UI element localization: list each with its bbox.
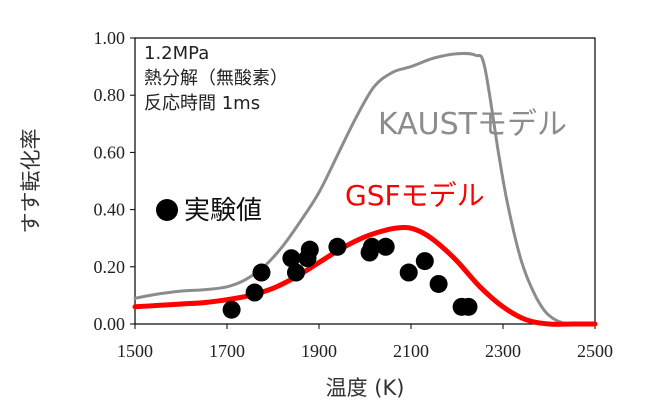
condition-pyrolysis: 熱分解（無酸素） [144,68,288,89]
legend-kaust-model: KAUSTモデル [378,107,567,142]
x-axis-ticks: 1500 1700 1900 2100 2300 2500 [117,324,613,361]
x-tick-label: 2500 [577,341,613,361]
experimental-point [362,237,381,256]
y-tick-label: 0.80 [94,85,126,105]
y-tick-label: 0.20 [94,257,126,277]
condition-reaction-time: 反応時間 1ms [144,93,260,114]
x-tick-label: 2300 [485,341,521,361]
legend-experimental: 実験値 [184,196,262,226]
legend-experimental-marker [156,199,178,221]
experimental-point [415,252,434,271]
y-tick-label: 0.60 [94,142,126,162]
series-lines [132,51,598,327]
plot-area [134,37,596,325]
experimental-point [376,237,395,256]
y-axis-title: すす転化率 [19,129,43,234]
legend-gsf-model: GSFモデル [345,179,485,212]
x-axis-title: 温度 (K) [326,376,405,400]
gsf-model-line [132,224,598,327]
experimental-point [328,237,347,256]
x-tick-label: 2100 [393,341,429,361]
experimental-point [282,249,301,268]
experimental-point [222,300,241,319]
y-tick-label: 0.40 [94,200,126,220]
x-tick-label: 1500 [117,341,153,361]
experimental-points [222,237,478,319]
y-tick-label: 1.00 [94,28,126,48]
experimental-point [300,240,319,259]
y-axis-ticks: 0.00 0.20 0.40 0.60 0.80 1.00 [94,28,135,334]
kaust-model-line [133,51,597,327]
experimental-point [245,283,264,302]
experimental-point [252,263,271,282]
experimental-point [287,263,305,282]
experimental-point [459,297,478,316]
x-tick-label: 1700 [209,341,245,361]
x-tick-label: 1900 [301,341,337,361]
experimental-point [399,263,418,282]
y-tick-label: 0.00 [94,314,126,334]
experimental-point [429,274,448,293]
condition-pressure: 1.2MPa [144,43,209,64]
